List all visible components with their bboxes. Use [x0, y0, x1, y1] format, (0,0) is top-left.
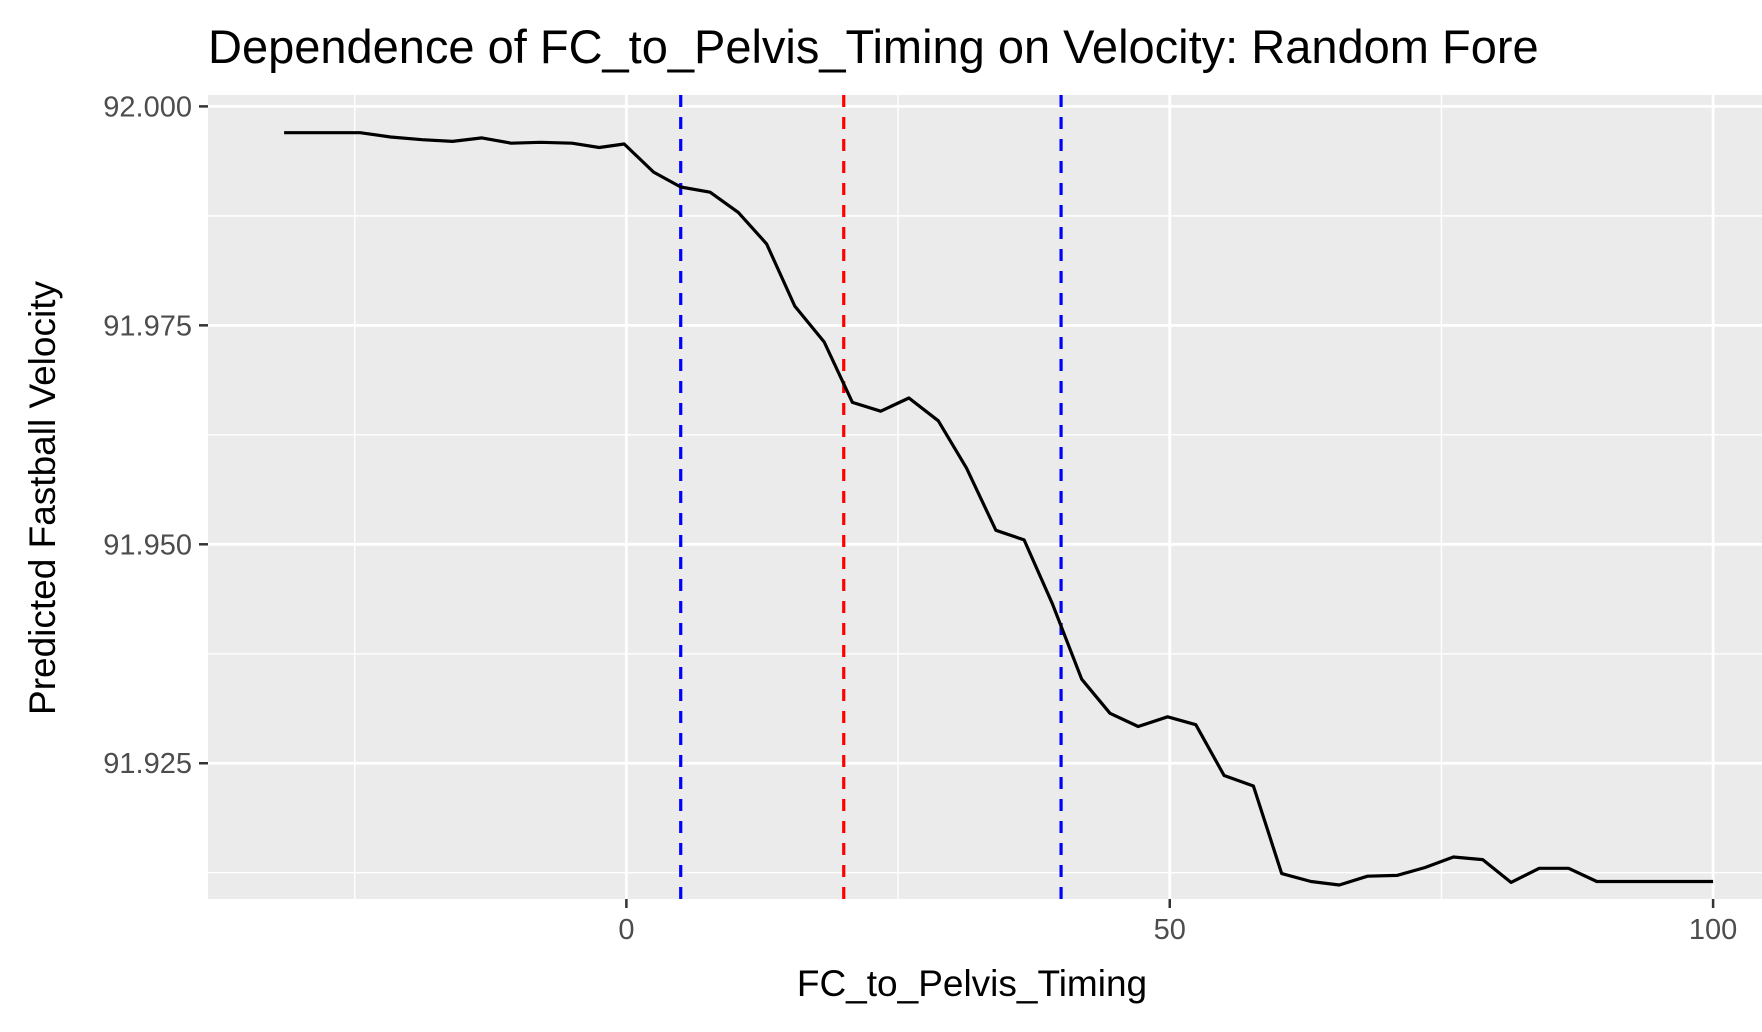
y-tick-label: 91.975 [103, 310, 192, 342]
series-group [284, 131, 1714, 887]
chart-title: Dependence of FC_to_Pelvis_Timing on Vel… [208, 20, 1539, 73]
x-tick-label: 100 [1689, 914, 1737, 946]
reference-lines [679, 95, 1063, 899]
x-axis-title: FC_to_Pelvis_Timing [797, 963, 1147, 1004]
x-tick-label: 0 [618, 914, 634, 946]
y-axis: 91.925 91.950 91.975 92.000 [103, 91, 208, 780]
y-tick-label: 91.950 [103, 529, 192, 561]
plot-panel [208, 95, 1762, 899]
series-line [284, 131, 1714, 887]
y-axis-title: Predicted Fastball Velocity [22, 281, 63, 715]
y-tick-label: 92.000 [103, 91, 192, 123]
x-axis: 0 50 100 [618, 899, 1737, 946]
y-tick-label: 91.925 [103, 748, 192, 780]
x-tick-label: 50 [1154, 914, 1186, 946]
minor-gridlines [208, 95, 1762, 899]
major-gridlines [208, 95, 1762, 899]
